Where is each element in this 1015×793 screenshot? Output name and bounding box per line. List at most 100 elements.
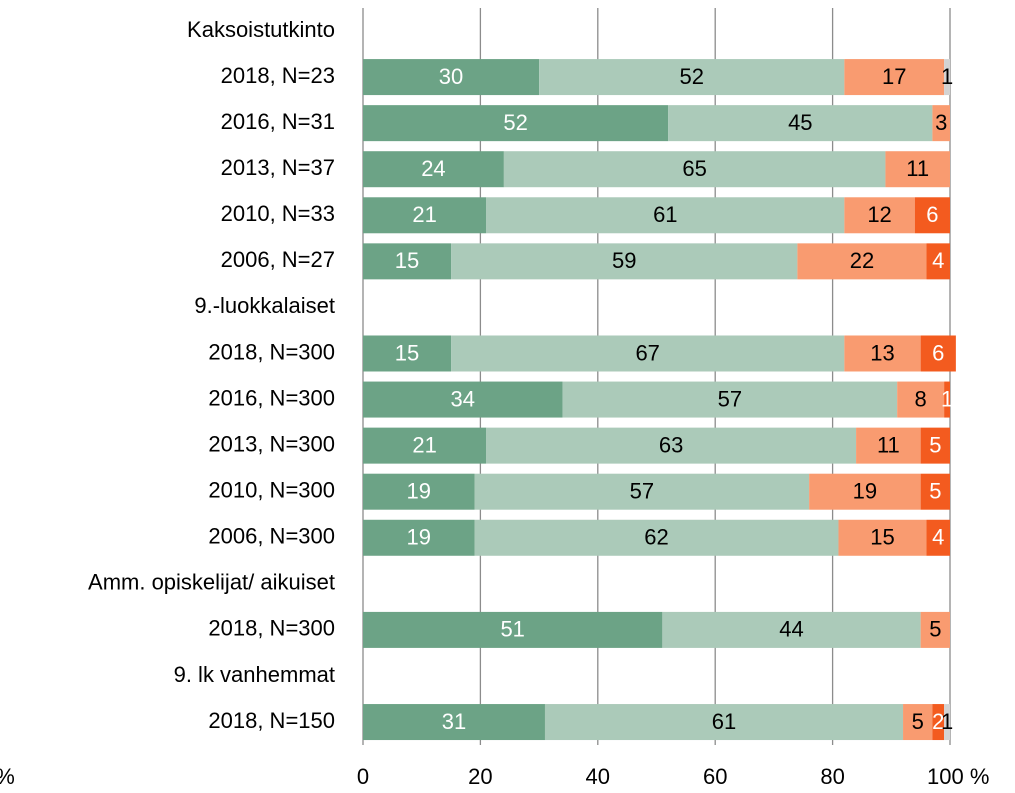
data-label: 63 (659, 432, 683, 457)
data-label: 15 (395, 248, 419, 273)
data-label: 4 (932, 525, 944, 550)
bar-segment (944, 381, 950, 418)
bar-segment (363, 611, 663, 648)
bar-segment (797, 243, 927, 280)
data-label: 15 (870, 525, 894, 550)
data-label: 62 (644, 525, 668, 550)
y-tick-label: 9. lk vanhemmat (174, 662, 335, 687)
bar-segment (903, 704, 933, 741)
y-tick-label: 2013, N=37 (221, 155, 335, 180)
bar-segment (474, 519, 839, 556)
bar-segment (363, 427, 487, 464)
data-label: 5 (912, 709, 924, 734)
bar-segment (844, 59, 945, 96)
data-label: 15 (395, 340, 419, 365)
data-label: 24 (421, 156, 445, 181)
data-label: 12 (867, 202, 891, 227)
data-label: 19 (407, 525, 431, 550)
data-label: 52 (679, 64, 703, 89)
bar-segment (486, 197, 845, 234)
data-label: 30 (439, 64, 463, 89)
data-label: 65 (682, 156, 706, 181)
y-tick-label: 2016, N=300 (208, 385, 335, 410)
data-label: 6 (932, 340, 944, 365)
data-label: 61 (712, 709, 736, 734)
data-label: 52 (503, 110, 527, 135)
data-label: 1 (941, 64, 953, 89)
bar-segment (662, 611, 921, 648)
y-tick-label: 2006, N=27 (221, 247, 335, 272)
data-label: 1 (941, 386, 953, 411)
data-label: 4 (932, 248, 944, 273)
bar-segment (920, 473, 950, 510)
bar-segment (363, 105, 669, 142)
bar-segment (451, 243, 798, 280)
data-label: 11 (877, 432, 900, 457)
bar-segment (363, 381, 563, 418)
bar-segment (838, 519, 927, 556)
x-tick-label: 0 (357, 764, 369, 789)
y-tick-label: 2006, N=300 (208, 524, 335, 549)
bar-segment (363, 704, 545, 741)
bar-segment (844, 197, 915, 234)
bar-segment (363, 335, 452, 372)
bar-segment (451, 335, 845, 372)
bar-segment (562, 381, 898, 418)
bar-segment (932, 704, 945, 741)
x-tick-label: 100 % (927, 764, 989, 789)
bar-segment (363, 151, 504, 188)
bar-segment (926, 519, 950, 556)
x-tick-label: 20 (468, 764, 492, 789)
data-label: 1 (941, 709, 953, 734)
bar-segment (363, 519, 475, 556)
data-label: 34 (451, 386, 475, 411)
y-tick-label: Kaksoistutkinto (187, 17, 335, 42)
bar-segment (363, 197, 487, 234)
bar-segment (363, 243, 452, 280)
bar-segment (920, 611, 950, 648)
y-tick-label: 2018, N=23 (221, 63, 335, 88)
data-label: 6 (926, 202, 938, 227)
bar-segment (544, 704, 904, 741)
y-tick-label: 2010, N=300 (208, 478, 335, 503)
data-label: 8 (915, 386, 927, 411)
y-tick-label: 2016, N=31 (221, 109, 335, 134)
bar-segment (503, 151, 886, 188)
data-label: 21 (412, 432, 436, 457)
bar-segment (856, 427, 921, 464)
bar-segment (926, 243, 950, 280)
bar-segment (668, 105, 933, 142)
bar-segment (844, 335, 921, 372)
x-tick-label: 60 (703, 764, 727, 789)
bar-segment (363, 473, 475, 510)
y-tick-label: 2018, N=150 (208, 708, 335, 733)
y-tick-label: 2013, N=300 (208, 431, 335, 456)
data-label: 44 (779, 617, 803, 642)
data-label: 22 (850, 248, 874, 273)
bar-segment (914, 197, 950, 234)
bar-segment (944, 59, 950, 96)
y-tick-label: Amm. opiskelijat/ aikuiset (88, 570, 335, 595)
data-label: 57 (718, 386, 742, 411)
data-label: 21 (412, 202, 436, 227)
bar-segment (486, 427, 857, 464)
data-label: 57 (630, 479, 654, 504)
data-label: 31 (442, 709, 466, 734)
data-label: 67 (635, 340, 659, 365)
axis-unit: % (0, 764, 15, 789)
bar-segment (897, 381, 945, 418)
data-label: 2 (932, 709, 944, 734)
data-label: 17 (882, 64, 906, 89)
bar-segment (809, 473, 921, 510)
bar-segment (944, 704, 950, 741)
data-label: 19 (853, 479, 877, 504)
data-label: 19 (407, 479, 431, 504)
bar-segment (920, 335, 956, 372)
data-label: 61 (653, 202, 677, 227)
data-label: 13 (870, 340, 894, 365)
data-label: 3 (935, 110, 947, 135)
x-tick-label: 80 (820, 764, 844, 789)
bar-segment (932, 105, 950, 142)
data-label: 5 (929, 617, 941, 642)
